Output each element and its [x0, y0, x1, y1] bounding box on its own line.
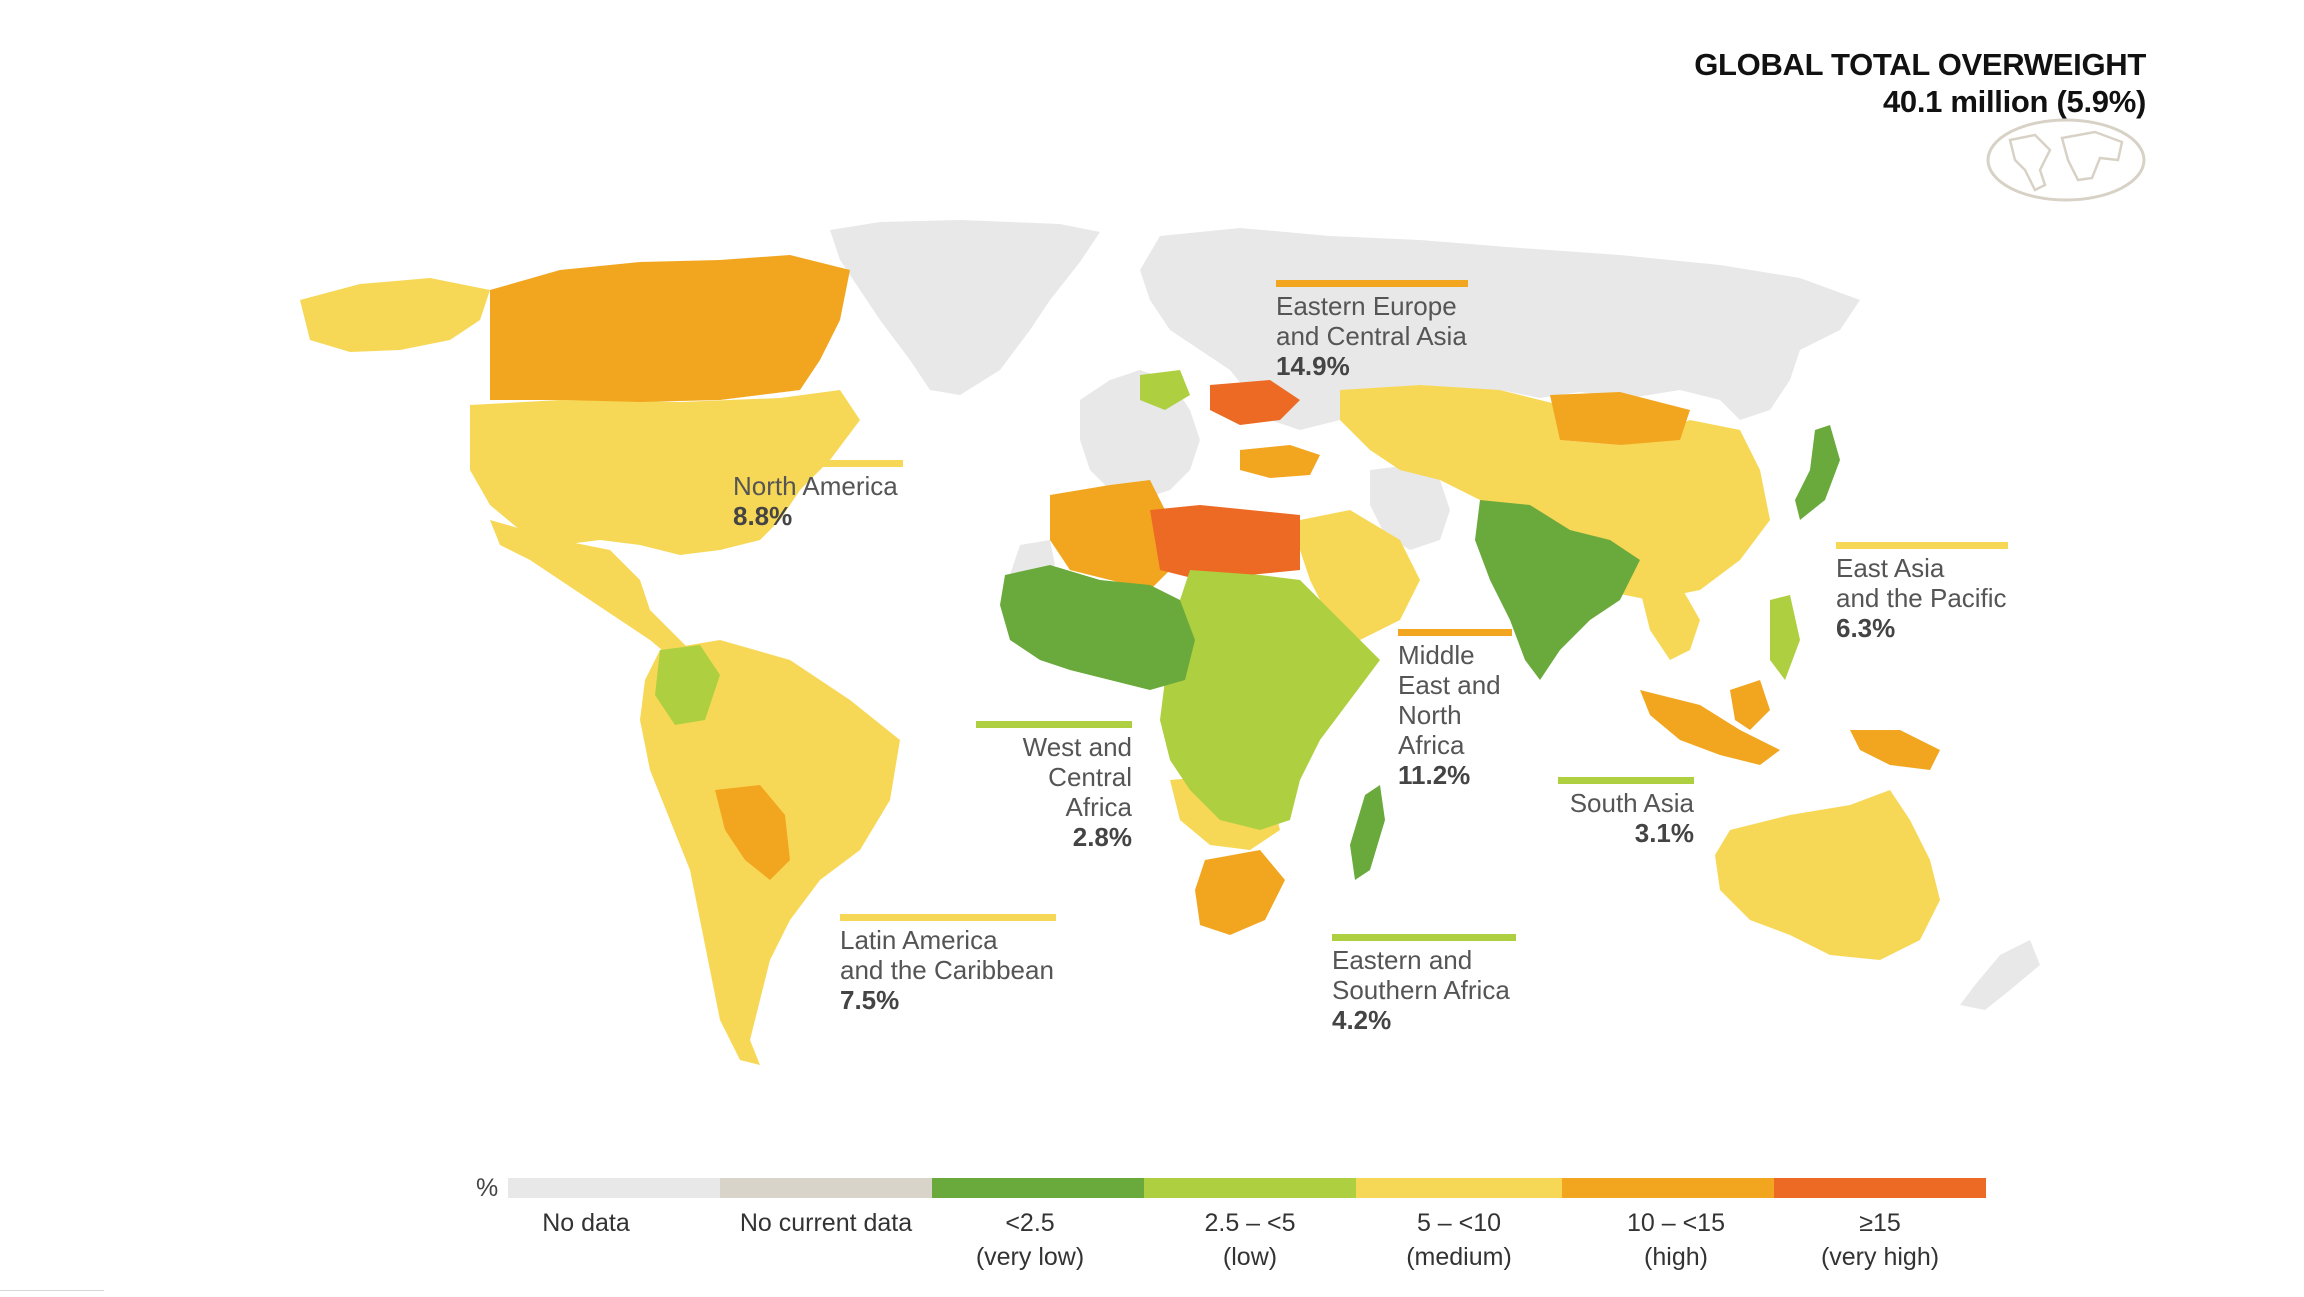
region-name: East Asia and the Pacific — [1836, 553, 2007, 613]
map-no-data-regions — [830, 220, 2040, 1010]
legend-swatch-very-low — [932, 1178, 1144, 1198]
west-africa — [1000, 565, 1195, 690]
legend-label-low: 2.5 – <5 (low) — [1204, 1209, 1296, 1271]
legend-swatch-very-high — [1774, 1178, 1986, 1198]
central-east-africa — [1160, 570, 1380, 830]
legend-label-high: 10 – <15 (high) — [1626, 1209, 1725, 1271]
title-line-1: GLOBAL TOTAL OVERWEIGHT — [1694, 47, 2146, 82]
philippines — [1770, 595, 1800, 680]
map-very-high-regions — [1150, 380, 1300, 580]
region-name: Middle East and North Africa — [1398, 640, 1501, 760]
libya-egypt — [1150, 505, 1300, 580]
map-high-regions — [490, 255, 1940, 935]
usa — [470, 390, 860, 555]
legend-swatch-medium — [1356, 1178, 1562, 1198]
region-name: North America — [733, 471, 898, 501]
belarus — [1140, 370, 1190, 410]
new-zealand — [1960, 940, 2040, 1010]
label-east-asia-pacific: East Asia and the Pacific 6.3% — [1836, 542, 2008, 643]
mexico — [490, 520, 700, 665]
region-name: Latin America and the Caribbean — [840, 925, 1054, 985]
label-south-asia: South Asia 3.1% — [1558, 777, 1694, 848]
legend-label-no-data: No data — [542, 1209, 630, 1237]
japan — [1795, 425, 1840, 520]
legend-swatch-low — [1144, 1178, 1356, 1198]
region-value: 4.2% — [1332, 1005, 1392, 1035]
label-west-central-africa: West and Central Africa 2.8% — [976, 721, 1132, 852]
australia — [1715, 790, 1940, 960]
legend-label-no-current-data: No current data — [739, 1209, 913, 1237]
madagascar — [1350, 785, 1385, 880]
alaska — [300, 278, 490, 352]
indonesia — [1640, 690, 1780, 765]
region-name: West and Central Africa — [1022, 732, 1132, 822]
globe-badge-icon — [1986, 118, 2146, 202]
region-value: 6.3% — [1836, 613, 1896, 643]
turkey — [1240, 445, 1320, 478]
region-value: 11.2% — [1398, 760, 1471, 790]
region-value: 14.9% — [1276, 351, 1350, 381]
new-guinea — [1850, 730, 1940, 770]
region-name: South Asia — [1569, 788, 1694, 818]
bolivia — [715, 785, 790, 880]
label-eastern-southern-africa: Eastern and Southern Africa 4.2% — [1332, 934, 1516, 1035]
region-name: Eastern and Southern Africa — [1332, 945, 1510, 1005]
greenland — [830, 220, 1100, 395]
colombia — [655, 645, 720, 725]
label-eastern-europe-central-asia: Eastern Europe and Central Asia 14.9% — [1276, 280, 1468, 381]
region-value: 7.5% — [840, 985, 900, 1015]
legend-swatch-no-current-data — [720, 1178, 932, 1198]
bar-north-america — [733, 460, 903, 467]
region-name: Eastern Europe and Central Asia — [1276, 291, 1467, 351]
bar-middle-east-north-africa — [1398, 629, 1512, 636]
map-low-regions — [655, 370, 1800, 830]
bar-latin-america — [840, 914, 1056, 921]
map-very-low-regions — [1000, 425, 1840, 880]
russia — [1140, 228, 1860, 430]
ukraine — [1210, 380, 1300, 425]
legend-swatch-no-data — [508, 1178, 720, 1198]
canada — [490, 255, 850, 402]
region-value: 8.8% — [733, 501, 793, 531]
bar-eastern-southern-africa — [1332, 934, 1516, 941]
corner-rule — [0, 1290, 104, 1291]
thailand — [1640, 585, 1700, 660]
legend-label-very-low: <2.5 (very low) — [975, 1209, 1085, 1271]
region-value: 3.1% — [1634, 818, 1694, 848]
south-africa — [1195, 850, 1285, 935]
iran — [1370, 465, 1450, 550]
india — [1475, 500, 1640, 680]
region-value: 2.8% — [1072, 822, 1132, 852]
bar-east-asia-pacific — [1836, 542, 2008, 549]
legend-unit: % — [476, 1174, 499, 1202]
title-line-2: 40.1 million (5.9%) — [1882, 84, 2146, 119]
legend-label-very-high: ≥15 (very high) — [1820, 1209, 1940, 1271]
label-north-america: North America 8.8% — [733, 460, 903, 531]
borneo — [1730, 680, 1770, 730]
legend-swatch-high — [1562, 1178, 1774, 1198]
map-title: GLOBAL TOTAL OVERWEIGHT 40.1 million (5.… — [1694, 46, 2146, 120]
label-latin-america: Latin America and the Caribbean 7.5% — [840, 914, 1056, 1015]
bar-eastern-europe-central-asia — [1276, 280, 1468, 287]
algeria — [1050, 480, 1170, 590]
mongolia — [1550, 392, 1690, 445]
arabian-peninsula — [1300, 510, 1420, 640]
label-middle-east-north-africa: Middle East and North Africa 11.2% — [1398, 629, 1512, 790]
bar-south-asia — [1558, 777, 1694, 784]
legend-label-medium: 5 – <10 (medium) — [1406, 1209, 1512, 1271]
bar-west-central-africa — [976, 721, 1132, 728]
